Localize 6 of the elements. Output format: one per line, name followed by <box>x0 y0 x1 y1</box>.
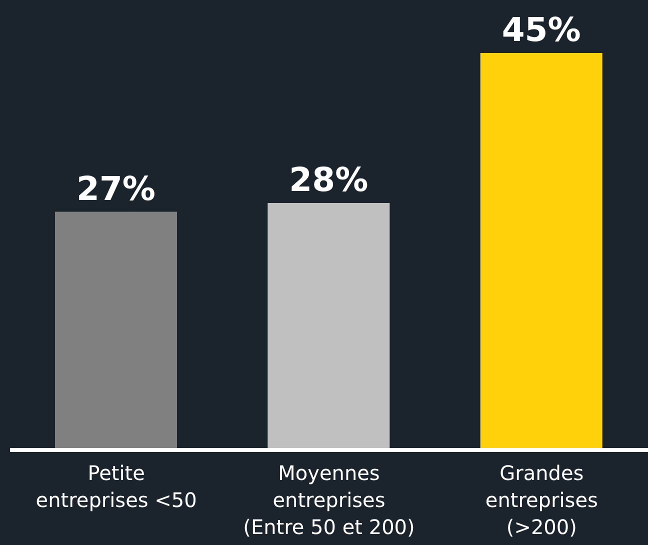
data-label: 28% <box>289 160 368 199</box>
data-label: 45% <box>502 10 581 49</box>
data-label: 27% <box>76 168 156 208</box>
x-tick-label: Moyennes entreprises (Entre 50 et 200) <box>243 461 415 539</box>
x-tick-label: Grandes entreprises (>200) <box>485 461 598 539</box>
x-tick-label: Petite entreprises <50 <box>36 461 197 512</box>
